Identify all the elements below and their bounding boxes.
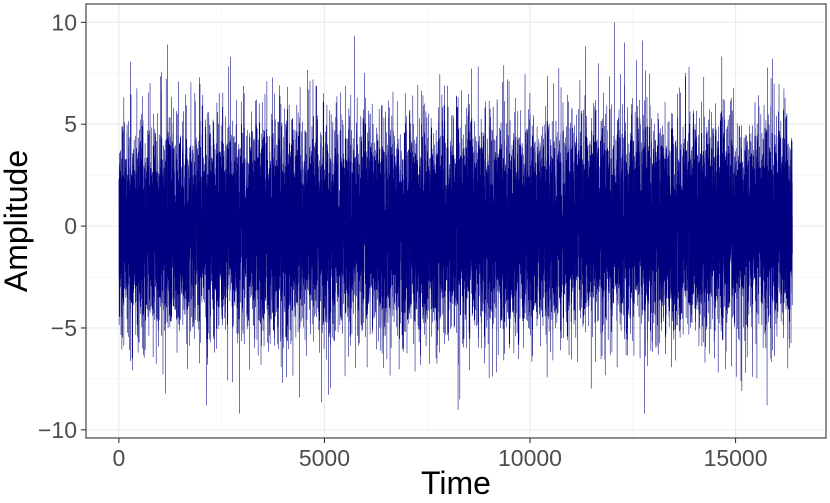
series-group <box>118 22 793 414</box>
y-tick-label: −5 <box>51 315 77 341</box>
y-tick-label: −10 <box>38 417 77 443</box>
x-axis: 0 5000 10000 15000 <box>112 438 768 471</box>
x-tick-label: 10000 <box>498 445 562 471</box>
x-tick-label: 5000 <box>299 445 350 471</box>
y-axis: −10 −5 0 5 10 <box>38 9 86 443</box>
x-axis-title: Time <box>421 465 491 501</box>
y-tick-label: 0 <box>64 213 77 239</box>
x-tick-label: 15000 <box>704 445 768 471</box>
y-tick-label: 5 <box>64 111 77 137</box>
series-line <box>118 22 793 414</box>
y-tick-label: 10 <box>51 9 77 35</box>
x-tick-label: 0 <box>112 445 125 471</box>
panel-border <box>85 3 827 439</box>
y-axis-title: Amplitude <box>0 150 34 292</box>
